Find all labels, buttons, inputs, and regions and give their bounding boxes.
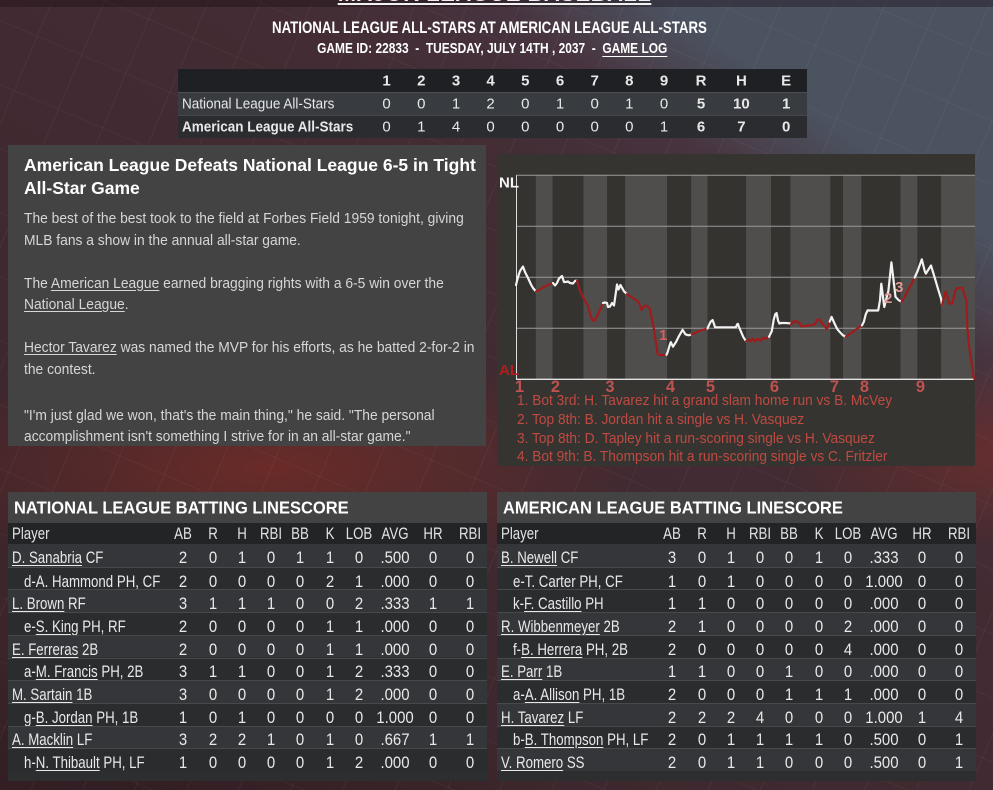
svg-text:NL: NL xyxy=(499,175,519,192)
svg-text:3: 3 xyxy=(605,378,614,396)
svg-text:9: 9 xyxy=(916,378,925,396)
svg-text:2: 2 xyxy=(551,378,560,396)
svg-text:4: 4 xyxy=(666,378,676,396)
svg-text:5: 5 xyxy=(706,378,715,396)
svg-text:6: 6 xyxy=(770,378,779,396)
svg-text:8: 8 xyxy=(860,378,869,396)
svg-text:7: 7 xyxy=(830,378,839,396)
svg-text:1: 1 xyxy=(515,378,524,396)
svg-text:3: 3 xyxy=(895,279,903,296)
svg-text:2: 2 xyxy=(884,290,892,307)
svg-text:AL: AL xyxy=(499,362,519,379)
svg-text:1: 1 xyxy=(659,327,667,344)
